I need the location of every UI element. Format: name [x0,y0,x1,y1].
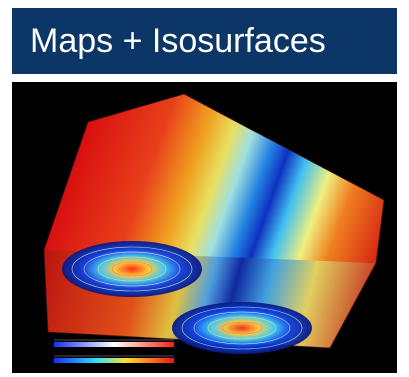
colorbar-2 [54,358,174,363]
isosurface-right [172,302,312,354]
slide-title: Maps + Isosurfaces [12,8,397,74]
isosurface-left [62,241,202,297]
volume-top-face [44,94,384,263]
colorbar-legend [54,339,174,363]
slide-panel: Maps + Isosurfaces [12,8,397,373]
visualization-canvas [12,82,397,373]
colorbar-1 [54,342,174,347]
volume-render [43,93,385,363]
